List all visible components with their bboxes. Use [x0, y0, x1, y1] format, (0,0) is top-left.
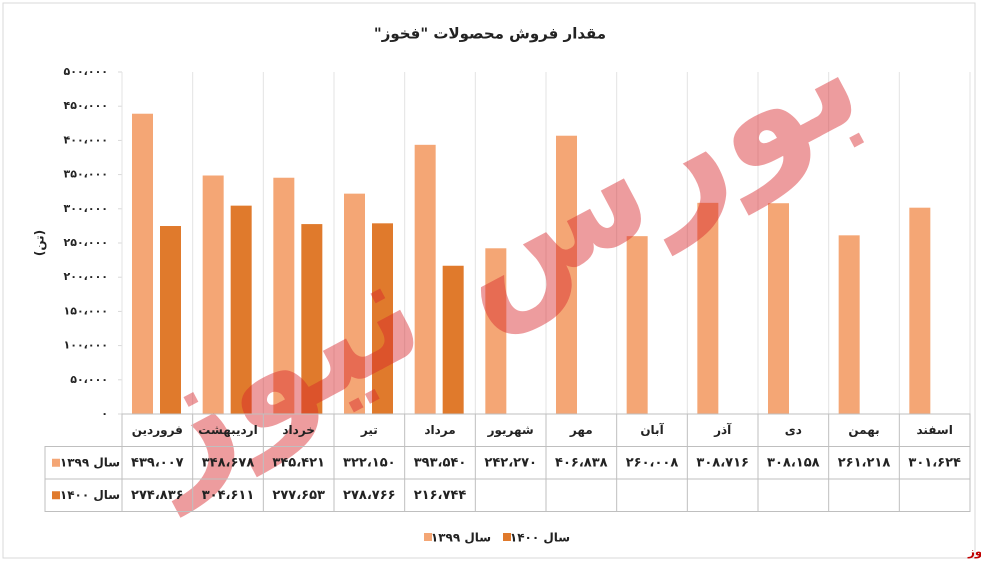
x-tick-label: مرداد	[424, 423, 455, 437]
x-tick-label: بهمن	[848, 423, 879, 437]
bar	[909, 207, 931, 414]
y-axis-label: (تن)	[33, 230, 47, 256]
table-value: ۲۷۴،۸۳۶	[131, 488, 184, 503]
y-tick-label: ۱۰۰،۰۰۰	[64, 339, 108, 352]
x-tick-label: دی	[785, 423, 802, 437]
x-tick-label: تیر	[360, 423, 378, 437]
x-tick-label: مهر	[569, 423, 593, 437]
bar	[838, 235, 860, 414]
bar	[626, 236, 648, 414]
bar	[442, 265, 464, 414]
x-tick-label: شهریور	[487, 423, 534, 438]
bar	[372, 223, 393, 414]
source: بورس نیوز	[967, 545, 981, 560]
legend-label: سال ۱۳۹۹	[431, 531, 491, 545]
bar	[414, 144, 436, 414]
table-value: ۳۲۲،۱۵۰	[343, 455, 396, 470]
x-tick-label: آذر	[713, 422, 732, 437]
table-value: ۲۷۷،۶۵۳	[272, 488, 325, 503]
legend-label: سال ۱۴۰۰	[510, 531, 570, 545]
table-value: ۲۶۰،۰۰۸	[626, 455, 679, 470]
legend-label: سال ۱۳۹۹	[60, 455, 120, 469]
x-tick-label: اسفند	[916, 423, 952, 437]
table-value: ۲۱۶،۷۴۴	[414, 488, 467, 503]
table-value: ۳۰۴،۶۱۱	[202, 488, 255, 503]
y-tick-label: ۳۵۰،۰۰۰	[64, 168, 108, 181]
table-value: ۴۰۶،۸۳۸	[555, 455, 608, 470]
y-tick-label: ۰	[101, 407, 108, 420]
x-tick-label: فروردین	[132, 423, 183, 438]
bar	[301, 224, 323, 414]
table-value: ۴۳۹،۰۰۷	[131, 455, 184, 470]
bar	[202, 175, 224, 414]
table-value: ۲۶۱،۲۱۸	[838, 455, 891, 470]
bar	[344, 193, 365, 414]
table-value: ۳۰۸،۱۵۸	[767, 455, 820, 470]
bar	[697, 202, 719, 414]
y-tick-label: ۵۰،۰۰۰	[70, 373, 108, 386]
legend-swatch	[52, 491, 60, 500]
table-value: ۲۴۲،۲۷۰	[484, 455, 537, 470]
table-value: ۳۴۸،۶۷۸	[202, 455, 255, 470]
y-tick-label: ۴۵۰،۰۰۰	[64, 99, 108, 112]
legend-swatch	[424, 533, 432, 541]
bar	[768, 203, 789, 414]
y-tick-label: ۱۵۰،۰۰۰	[64, 304, 108, 317]
table-value: ۳۰۸،۷۱۶	[696, 455, 749, 470]
legend-swatch	[52, 458, 60, 467]
x-tick-label: خرداد	[282, 423, 315, 437]
x-tick-label: اردیبهشت	[198, 423, 257, 437]
bar	[273, 177, 295, 414]
y-tick-label: ۲۰۰،۰۰۰	[64, 270, 108, 283]
bar	[132, 113, 153, 415]
table-value: ۳۹۳،۵۴۰	[414, 455, 467, 470]
y-tick-label: ۲۵۰،۰۰۰	[64, 236, 108, 249]
y-tick-label: ۵۰۰،۰۰۰	[64, 65, 108, 78]
bar	[160, 226, 181, 414]
table-value: ۳۰۱،۶۲۴	[908, 455, 961, 470]
y-tick-label: ۴۰۰،۰۰۰	[64, 133, 108, 146]
table-value: ۲۷۸،۷۶۶	[343, 488, 396, 503]
y-tick-label: ۳۰۰،۰۰۰	[64, 202, 108, 215]
bar	[556, 135, 577, 414]
legend-label: سال ۱۴۰۰	[60, 488, 120, 502]
legend-swatch	[503, 533, 511, 541]
chart-title: مقدار فروش محصولات "فخوز"	[374, 25, 606, 43]
bar	[230, 205, 252, 414]
table-value: ۳۴۵،۴۲۱	[272, 455, 325, 470]
x-tick-label: آبان	[640, 422, 664, 437]
bar	[485, 248, 507, 414]
